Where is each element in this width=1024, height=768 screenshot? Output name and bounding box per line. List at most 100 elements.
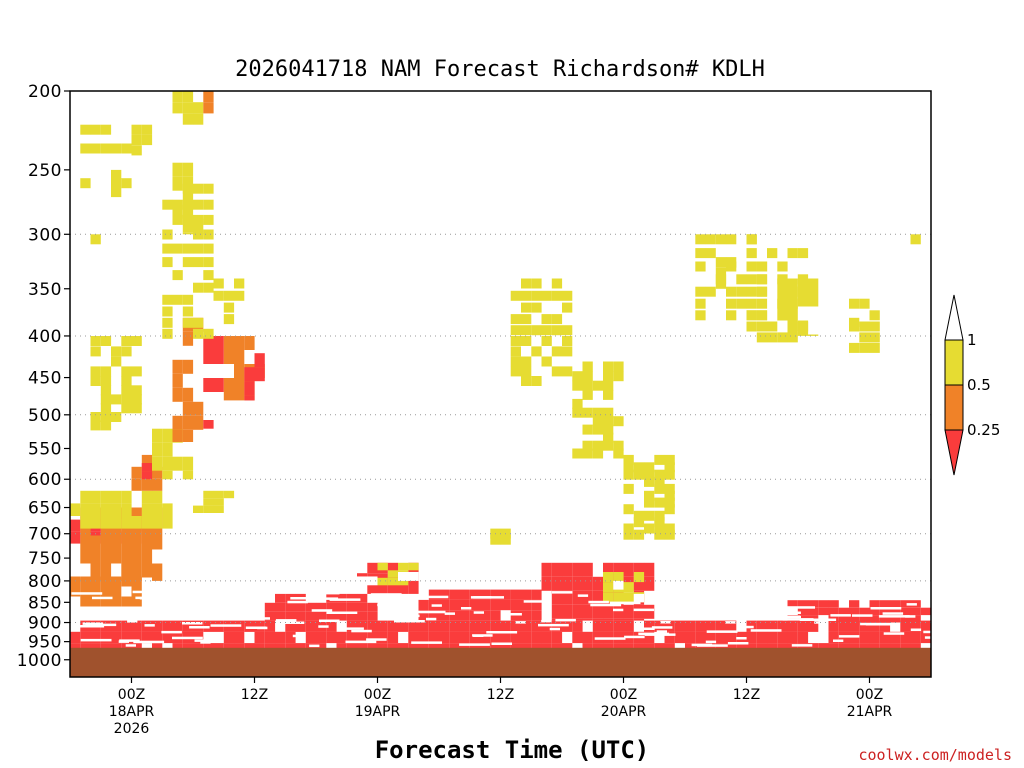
heatmap-cell (562, 604, 573, 619)
heatmap-cell (90, 490, 101, 504)
heatmap-cell (726, 613, 758, 617)
heatmap-cell (90, 503, 101, 516)
heatmap-cell (849, 342, 860, 353)
heatmap-cell (756, 321, 768, 332)
heatmap-cell (411, 641, 442, 644)
heatmap-cell (357, 576, 378, 586)
heatmap-cell (131, 394, 142, 405)
heatmap-cell (644, 497, 655, 508)
heatmap-cell (486, 631, 518, 634)
heatmap-cell (490, 631, 501, 644)
heatmap-cell (469, 599, 481, 611)
heatmap-cell (531, 325, 542, 336)
heatmap-cell (562, 325, 573, 336)
heatmap-cell (213, 498, 224, 506)
heatmap-cell (213, 490, 224, 499)
heatmap-cell (685, 620, 696, 632)
heatmap-cell (305, 620, 317, 632)
heatmap-cell (849, 615, 860, 623)
heatmap-cell (193, 113, 204, 125)
heatmap-cell (295, 620, 306, 632)
heatmap-cell (398, 620, 409, 632)
heatmap-cell (664, 631, 675, 644)
heatmap-cell (633, 517, 645, 528)
heatmap-cell (500, 589, 511, 600)
heatmap-cell (203, 102, 214, 114)
heatmap-cell (275, 619, 297, 622)
heatmap-cell (141, 535, 153, 550)
heatmap-cell (562, 590, 573, 605)
heatmap-cell (225, 608, 236, 611)
heatmap-cell (387, 631, 399, 644)
heatmap-cell (644, 490, 655, 501)
heatmap-cell (808, 600, 819, 608)
heatmap-cell (275, 602, 286, 612)
heatmap-cell (603, 562, 614, 577)
heatmap-cell (182, 429, 194, 442)
heatmap-cell (90, 412, 101, 422)
heatmap-cell (367, 562, 378, 574)
heatmap-cell (234, 364, 245, 378)
heatmap-cell (183, 612, 204, 616)
heatmap-cell (910, 615, 921, 623)
heatmap-cell (172, 636, 203, 640)
heatmap-cell (572, 631, 583, 644)
heatmap-cell (213, 378, 224, 392)
y-tick-label: 300 (28, 225, 62, 245)
heatmap-cell (726, 261, 737, 272)
heatmap-cell (203, 183, 214, 194)
heatmap-cell (924, 636, 931, 639)
y-tick-label: 700 (28, 525, 62, 545)
heatmap-cell (572, 371, 583, 382)
heatmap-cell (351, 629, 372, 633)
heatmap-cell (182, 387, 194, 402)
heatmap-cell (182, 162, 194, 177)
heatmap-cell (172, 270, 183, 281)
heatmap-cell (705, 631, 716, 644)
heatmap-cell (139, 597, 171, 600)
heatmap-cell (182, 317, 194, 328)
heatmap-cell (449, 589, 460, 600)
heatmap-cell (80, 490, 91, 504)
heatmap-cell (152, 428, 163, 443)
heatmap-cell (316, 611, 327, 621)
heatmap-cell (182, 204, 194, 219)
heatmap-cell (900, 607, 911, 616)
heatmap-cell (100, 366, 112, 377)
heatmap-cell (121, 385, 132, 396)
heatmap-cell (521, 278, 532, 289)
y-tick-label: 350 (28, 280, 62, 300)
heatmap-cell (480, 620, 491, 632)
heatmap-cell (651, 596, 682, 599)
heatmap-cell (538, 623, 569, 627)
heatmap-cell (623, 618, 634, 621)
heatmap-cell (736, 637, 747, 640)
heatmap-cell (292, 634, 304, 638)
heatmap-cell (603, 604, 614, 619)
heatmap-cell (111, 516, 122, 529)
heatmap-cell (305, 631, 317, 644)
heatmap-cell (551, 366, 563, 377)
heatmap-cell (90, 143, 101, 154)
heatmap-cell (100, 620, 112, 632)
heatmap-cell (398, 583, 409, 594)
heatmap-cell (80, 503, 91, 516)
heatmap-cell (336, 593, 347, 603)
heatmap-cell (131, 145, 142, 156)
heatmap-cell (767, 321, 778, 332)
heatmap-cell (141, 563, 153, 578)
heatmap-cell (787, 298, 798, 309)
heatmap-cell (377, 620, 388, 632)
heatmap-cell (685, 631, 696, 644)
heatmap-cell (815, 618, 837, 621)
heatmap-cell (367, 583, 378, 594)
heatmap-cell (480, 599, 491, 611)
heatmap-cell (449, 631, 460, 644)
heatmap-cell (603, 620, 614, 632)
heatmap-cell (182, 218, 194, 233)
heatmap-cell (193, 214, 204, 225)
heatmap-cell (746, 248, 757, 259)
heatmap-cell (664, 483, 675, 494)
heatmap-cell (603, 416, 614, 427)
heatmap-cell (203, 282, 214, 293)
